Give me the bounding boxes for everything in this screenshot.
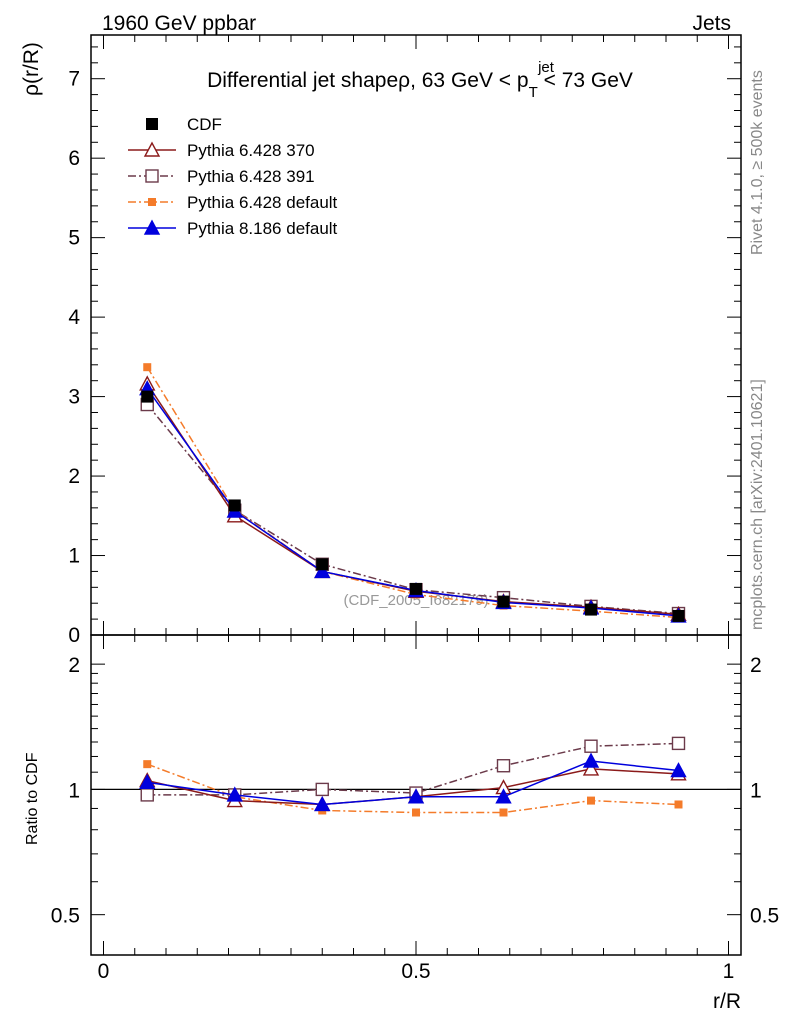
data-point-1 — [582, 760, 600, 776]
legend-label-0: CDF — [187, 115, 222, 134]
data-point-0 — [672, 609, 685, 622]
legend-marker-0 — [146, 118, 158, 130]
mcplots-label: mcplots.cern.ch [arXiv:2401.10621] — [749, 379, 766, 630]
legend: CDF Pythia 6.428 370 Pythia 6.428 391 Pythi… — [128, 115, 338, 238]
data-point-0 — [228, 499, 241, 512]
ratio-series — [139, 736, 687, 817]
data-point-3 — [674, 800, 683, 809]
data-point-0 — [141, 390, 154, 403]
data-point-4 — [314, 562, 331, 579]
header-left: 1960 GeV ppbar — [102, 12, 256, 35]
series-line-2 — [146, 404, 679, 615]
y-tick-label: 6 — [68, 147, 80, 170]
data-point-2 — [315, 782, 329, 797]
legend-label-4: Pythia 8.186 default — [187, 219, 338, 238]
data-point-3 — [412, 808, 420, 817]
rivet-label: Rivet 4.1.0, ≥ 500k events — [749, 70, 766, 255]
data-point-0 — [585, 603, 597, 616]
x-tick-label: 1 — [723, 960, 735, 983]
x-tick-label: 0 — [98, 960, 110, 983]
data-point-0 — [497, 595, 510, 608]
data-point-0 — [410, 582, 422, 595]
data-point-2 — [671, 736, 686, 751]
y-tick-label: 7 — [68, 68, 80, 91]
x-axis-label: r/R — [713, 990, 741, 1013]
series-line-4 — [146, 388, 679, 617]
title-sup: jet — [537, 59, 555, 76]
y-tick-label: 5 — [68, 227, 80, 250]
data-point-2 — [496, 759, 511, 773]
legend-marker-4 — [143, 219, 161, 235]
chart-title: Differential jet shapeρ, 63 GeV < pT < 7… — [207, 69, 633, 101]
y-tick-label: 1 — [68, 545, 80, 568]
data-point-2 — [140, 788, 154, 802]
legend-label-1: Pythia 6.428 370 — [187, 141, 315, 160]
y-tick-label: 3 — [68, 386, 80, 409]
y-tick-label: 4 — [68, 306, 80, 329]
y-tick-label: 0 — [68, 624, 80, 647]
data-point-4 — [407, 788, 425, 804]
data-point-3 — [143, 760, 152, 769]
data-point-4 — [226, 786, 243, 802]
axis-ticks: 0 0.5 1 0 1 2 3 4 5 6 7 0.5 0.5 1 1 2 2 — [51, 35, 779, 983]
title-tail: < 73 GeV — [538, 69, 633, 92]
series-line-3 — [146, 366, 679, 619]
title-sub: T — [529, 84, 538, 101]
main-series — [139, 363, 687, 623]
data-point-4 — [582, 752, 600, 768]
header-right: Jets — [692, 12, 731, 35]
legend-marker-2 — [145, 169, 159, 183]
data-point-3 — [499, 808, 508, 817]
y-axis-label-ratio: Ratio to CDF — [24, 752, 41, 845]
data-point-2 — [584, 739, 598, 753]
legend-marker-3 — [148, 198, 156, 206]
legend-label-3: Pythia 6.428 default — [187, 193, 338, 212]
ratio-tick-label-left: 2 — [68, 654, 80, 677]
ratio-tick-label-right: 0.5 — [750, 905, 779, 928]
data-point-3 — [587, 796, 595, 805]
legend-label-2: Pythia 6.428 391 — [187, 167, 315, 186]
data-point-0 — [316, 558, 329, 571]
data-point-4 — [314, 796, 331, 812]
ratio-tick-label-right: 1 — [750, 779, 762, 802]
y-tick-label: 2 — [68, 465, 80, 488]
x-tick-label: 0.5 — [401, 960, 430, 983]
data-point-4 — [495, 788, 512, 804]
ratio-tick-label-left: 0.5 — [51, 905, 80, 928]
y-axis-label-main: ρ(r/R) — [20, 42, 43, 96]
data-point-4 — [139, 773, 156, 790]
ratio-tick-label-left: 1 — [68, 779, 80, 802]
ratio-tick-label-right: 2 — [750, 654, 762, 677]
data-point-3 — [143, 363, 152, 372]
legend-marker-1 — [143, 141, 161, 157]
data-point-4 — [670, 762, 687, 778]
